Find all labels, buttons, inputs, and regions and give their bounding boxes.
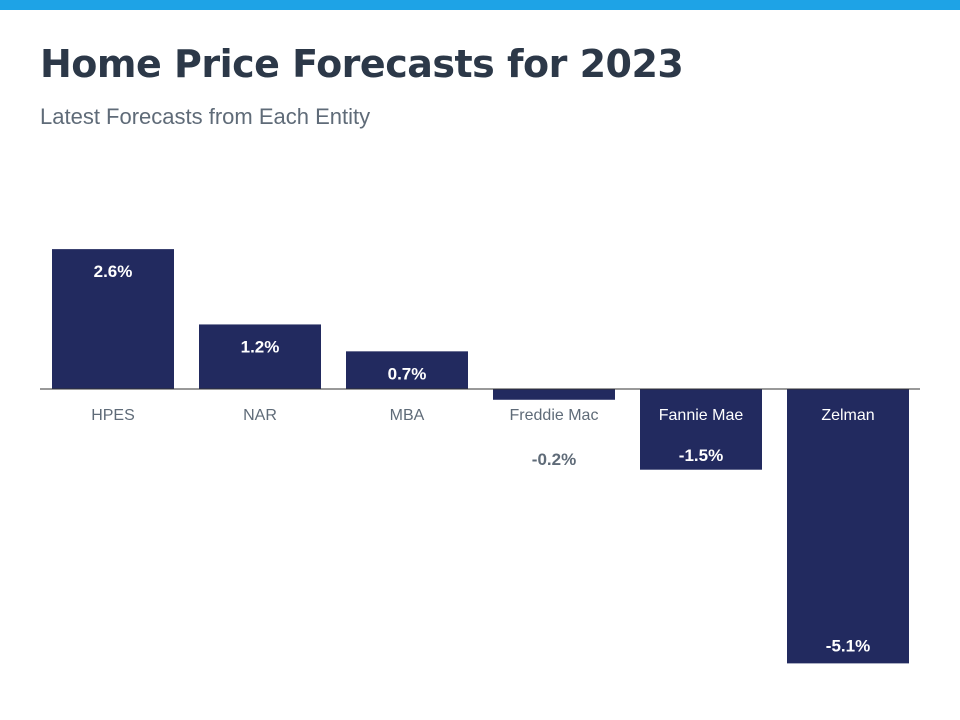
data-label-freddie-mac: -0.2% <box>532 450 576 469</box>
category-label-fannie-mae: Fannie Mae <box>659 407 744 424</box>
data-label-mba: 0.7% <box>388 364 427 383</box>
page-title: Home Price Forecasts for 2023 <box>40 42 684 86</box>
data-label-nar: 1.2% <box>241 337 280 356</box>
data-label-fannie-mae: -1.5% <box>679 446 723 465</box>
data-label-zelman: -5.1% <box>826 636 870 655</box>
category-label-mba: MBA <box>390 407 425 424</box>
bar-nar <box>199 324 321 389</box>
category-label-hpes: HPES <box>91 407 135 424</box>
bar-hpes <box>52 249 174 389</box>
bar-freddie-mac <box>493 389 615 400</box>
category-label-nar: NAR <box>243 407 277 424</box>
data-label-hpes: 2.6% <box>94 262 133 281</box>
bar-mba <box>346 351 468 389</box>
top-accent-bar <box>0 0 960 10</box>
category-label-zelman: Zelman <box>821 407 874 424</box>
bar-zelman <box>787 389 909 664</box>
page-subtitle: Latest Forecasts from Each Entity <box>40 104 371 129</box>
category-label-freddie-mac: Freddie Mac <box>510 407 599 424</box>
bar-fannie-mae <box>640 389 762 470</box>
